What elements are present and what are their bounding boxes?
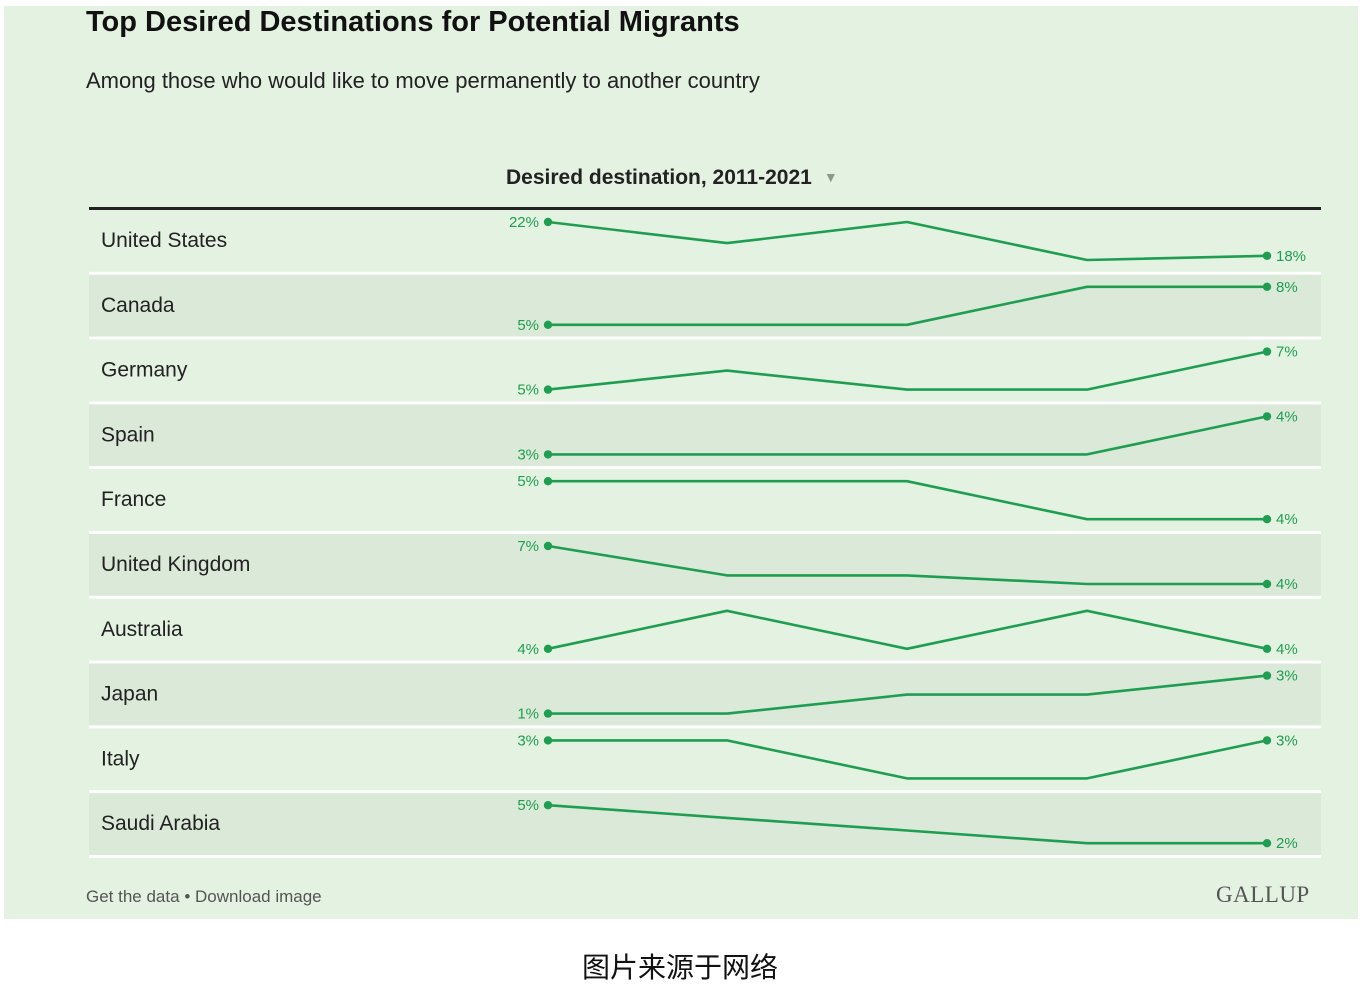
start-value-label: 5% [517,797,539,814]
series-line [546,220,1269,262]
row-divider [89,725,1321,729]
column-header-label: Desired destination, 2011-2021 [506,166,812,189]
end-point [1262,671,1272,680]
row-label: United Kingdom [101,553,250,576]
start-point [543,801,553,810]
series-line [546,739,1269,780]
row-label: Germany [101,359,188,382]
chart-title: Top Desired Destinations for Potential M… [86,6,740,38]
end-value-label: 7% [1276,344,1298,361]
end-point [1262,736,1272,745]
row-divider [89,271,1321,275]
gallup-logo: GALLUP [1216,882,1310,907]
row-divider [89,790,1321,794]
row-background [89,469,1321,531]
start-point [543,644,553,653]
row-label: Spain [101,423,155,446]
row-background [89,598,1321,661]
start-point [543,450,553,459]
end-point [1262,644,1272,653]
row-label: Italy [101,747,140,770]
download-image-link[interactable]: Download image [195,887,322,906]
end-value-label: 8% [1276,279,1298,296]
start-value-label: 7% [517,538,539,555]
series-line [546,674,1269,715]
series-line [546,415,1269,456]
start-value-label: 5% [517,473,539,490]
series-line [546,803,1269,845]
end-point [1262,251,1272,260]
end-point [1262,839,1272,848]
row-label: Canada [101,294,175,317]
row-divider [89,466,1321,470]
end-value-label: 3% [1276,732,1298,749]
start-value-label: 22% [509,214,539,231]
row-divider [89,401,1321,405]
table-top-rule [89,207,1321,210]
series-line [546,479,1269,521]
line-chart: United States 22% 18% Canada 5% 8% Germany 5% 7%… [89,214,1321,858]
start-point [543,736,553,745]
start-value-label: 4% [517,641,539,658]
row-divider [89,855,1321,858]
start-point [543,709,553,718]
start-point [543,541,553,551]
end-point [1262,515,1272,524]
start-point [543,477,553,486]
row-background [89,728,1321,791]
end-point [1262,412,1272,421]
start-value-label: 1% [517,706,539,723]
row-label: Saudi Arabia [101,812,220,835]
end-value-label: 4% [1276,576,1298,593]
series-line [546,544,1269,586]
row-background [89,274,1321,337]
row-divider [89,595,1321,599]
end-point [1262,579,1272,589]
series-line [546,350,1269,391]
footer-links: Get the data • Download image [86,887,322,907]
end-point [1262,282,1272,291]
end-value-label: 3% [1276,668,1298,685]
start-point [543,217,553,227]
chart-subtitle: Among those who would like to move perma… [86,68,760,93]
row-divider [89,531,1321,534]
row-label: United States [101,229,227,252]
row-divider [89,336,1321,340]
row-background [89,339,1321,402]
start-point [543,320,553,329]
end-value-label: 2% [1276,835,1298,852]
footer-separator: • [184,887,191,906]
end-point [1262,347,1272,356]
image-caption: 图片来源于网络 [581,951,778,984]
end-value-label: 4% [1276,511,1298,528]
row-background [89,793,1321,855]
caret-down-icon: ▼ [823,169,838,185]
column-header-dropdown[interactable]: Desired destination, 2011-2021 ▼ [506,166,838,190]
series-line [546,285,1269,327]
start-value-label: 5% [517,317,539,334]
row-background [89,534,1321,596]
start-value-label: 3% [517,732,539,749]
start-point [543,385,553,394]
row-background [89,663,1321,726]
row-background [89,404,1321,467]
end-value-label: 4% [1276,641,1298,658]
start-value-label: 3% [517,446,539,463]
start-value-label: 5% [517,382,539,399]
row-label: Japan [101,683,158,706]
row-label: France [101,488,166,511]
end-value-label: 4% [1276,408,1298,425]
end-value-label: 18% [1276,248,1306,265]
row-label: Australia [101,618,183,641]
series-line [546,609,1269,651]
row-divider [89,660,1321,664]
get-data-link[interactable]: Get the data [86,887,180,906]
